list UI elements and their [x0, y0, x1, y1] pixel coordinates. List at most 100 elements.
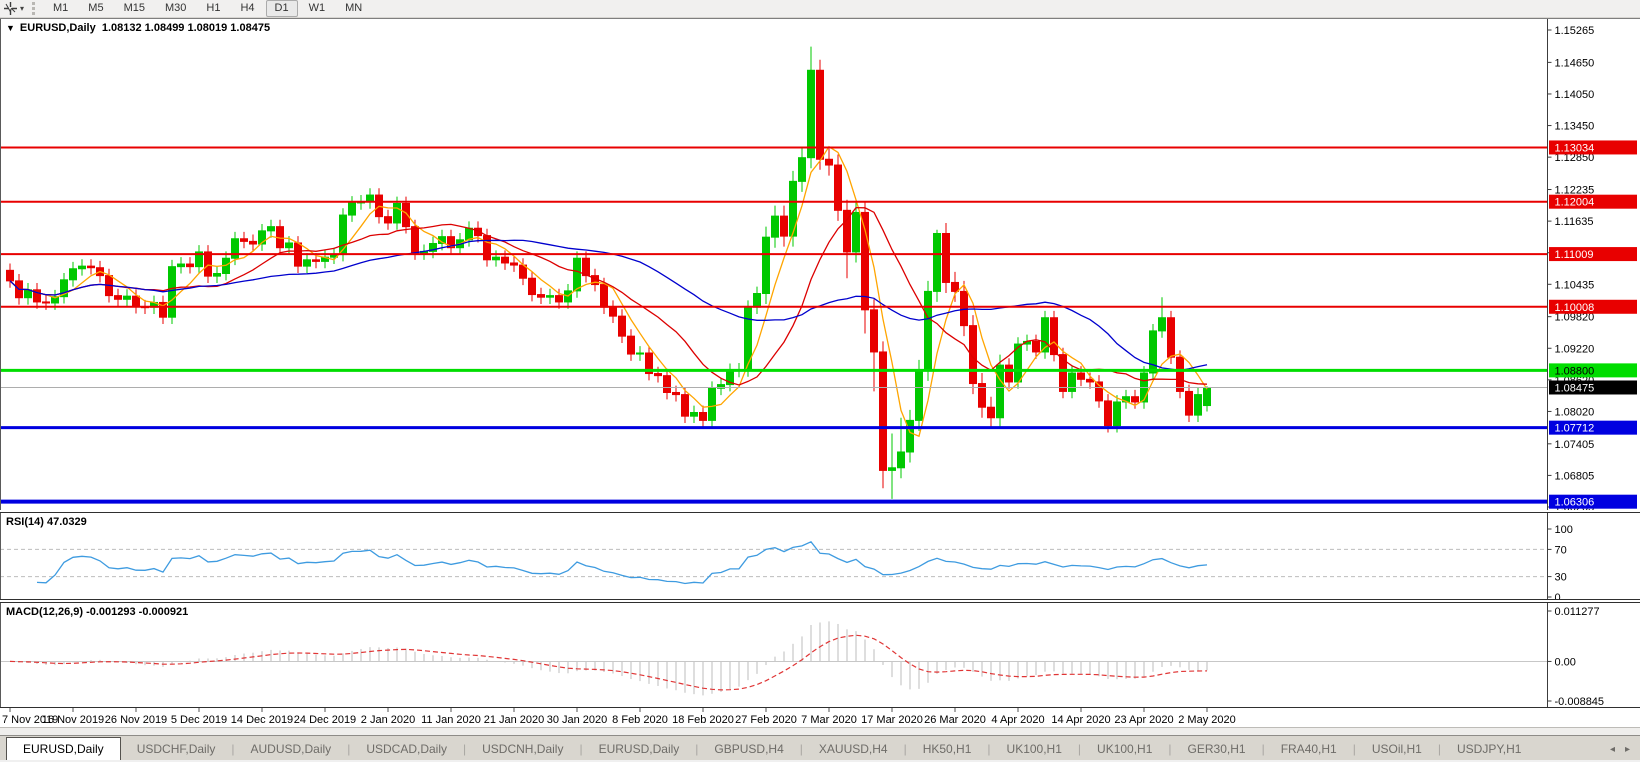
- svg-text:14 Dec 2019: 14 Dec 2019: [231, 714, 293, 726]
- timeframe-button-d1[interactable]: D1: [265, 0, 298, 17]
- svg-text:1.07712: 1.07712: [1555, 423, 1595, 435]
- svg-text:1.09820: 1.09820: [1555, 312, 1595, 324]
- tab-separator: |: [347, 742, 351, 756]
- candlestick-plot[interactable]: 1.15265 1.14650 1.14050 1.13450 1.12850 1.122…: [0, 19, 1640, 510]
- svg-text:1.15265: 1.15265: [1555, 25, 1595, 37]
- svg-text:1.08475: 1.08475: [1555, 382, 1595, 394]
- chart-tab-usdcad-daily[interactable]: USDCAD,Daily: [366, 742, 447, 756]
- chart-tab-eurusd-daily[interactable]: EURUSD,Daily: [6, 737, 121, 760]
- svg-text:1.08020: 1.08020: [1555, 406, 1595, 418]
- chart-tab-fra40-h1[interactable]: FRA40,H1: [1280, 742, 1337, 756]
- macd-indicator-pane[interactable]: MACD(12,26,9) -0.001293 -0.000921 0.0112…: [0, 603, 1640, 707]
- macd-plot: 0.011277 0.00 -0.008845: [0, 603, 1640, 707]
- svg-text:23 Apr 2020: 23 Apr 2020: [1114, 714, 1173, 726]
- svg-text:1.12235: 1.12235: [1555, 185, 1595, 197]
- chart-tab-uk100-h1[interactable]: UK100,H1: [1006, 742, 1062, 756]
- tab-scroll-left-icon[interactable]: ◂: [1609, 744, 1615, 755]
- svg-text:2 Jan 2020: 2 Jan 2020: [361, 714, 415, 726]
- svg-text:17 Mar 2020: 17 Mar 2020: [861, 714, 923, 726]
- chart-tab-audusd-daily[interactable]: AUDUSD,Daily: [250, 742, 332, 756]
- chart-tab-gbpusd-h4[interactable]: GBPUSD,H4: [714, 742, 784, 756]
- svg-text:1.06306: 1.06306: [1555, 497, 1595, 509]
- tab-separator: |: [231, 742, 235, 756]
- macd-signal-line: [9, 634, 1208, 691]
- svg-text:0: 0: [1555, 592, 1561, 599]
- crosshair-tool-icon[interactable]: [2, 2, 18, 16]
- level-price-badges: 1.13034 1.12004 1.11009 1.10008 1.08800 1.077…: [1549, 140, 1637, 509]
- macd-label: MACD(12,26,9) -0.001293 -0.000921: [6, 606, 189, 618]
- svg-text:1.09220: 1.09220: [1555, 343, 1595, 355]
- chart-tab-usdchf-daily[interactable]: USDCHF,Daily: [136, 742, 216, 756]
- svg-text:1.08800: 1.08800: [1555, 365, 1595, 377]
- rsi-label: RSI(14) 47.0329: [6, 516, 87, 528]
- chart-tab-bar: EURUSD,Daily USDCHF,Daily | AUDUSD,Daily | US…: [0, 735, 1640, 760]
- svg-text:1.10435: 1.10435: [1555, 279, 1595, 291]
- svg-text:2 May 2020: 2 May 2020: [1178, 714, 1235, 726]
- svg-text:30: 30: [1555, 572, 1567, 584]
- pane-splitter[interactable]: [0, 599, 1640, 603]
- tab-separator: |: [903, 742, 907, 756]
- svg-text:1.14650: 1.14650: [1555, 57, 1595, 69]
- tab-separator: |: [695, 742, 699, 756]
- svg-text:24 Dec 2019: 24 Dec 2019: [294, 714, 356, 726]
- tab-separator: |: [799, 742, 803, 756]
- tab-separator: |: [1168, 742, 1172, 756]
- chart-tab-eurusd-daily[interactable]: EURUSD,Daily: [598, 742, 680, 756]
- tab-separator: |: [987, 742, 991, 756]
- svg-text:7 Nov 2019: 7 Nov 2019: [2, 714, 58, 726]
- chart-tab-usdjpy-h1[interactable]: USDJPY,H1: [1456, 742, 1522, 756]
- chart-tab-usoil-h1[interactable]: USOil,H1: [1371, 742, 1422, 756]
- chart-dropdown-icon[interactable]: ▼: [6, 23, 15, 33]
- svg-text:26 Nov 2019: 26 Nov 2019: [105, 714, 167, 726]
- toolbar-grip: [32, 2, 37, 15]
- tab-separator: |: [1437, 742, 1441, 756]
- horizontal-level-lines[interactable]: [0, 146, 1548, 504]
- timeframe-button-m1[interactable]: M1: [53, 2, 69, 14]
- timeframe-button-w1[interactable]: W1: [308, 2, 326, 14]
- svg-text:4 Apr 2020: 4 Apr 2020: [991, 714, 1044, 726]
- price-chart-pane[interactable]: ▼ EURUSD,Daily 1.08132 1.08499 1.08019 1.…: [0, 18, 1640, 510]
- svg-text:1.13034: 1.13034: [1555, 142, 1595, 154]
- rsi-indicator-pane[interactable]: RSI(14) 47.0329 100 70 30 0: [0, 513, 1640, 599]
- svg-text:1.14050: 1.14050: [1555, 89, 1595, 101]
- candles: [6, 46, 1211, 499]
- timeframe-toolbar: ▾ M1 M5 M15 M30 H1 H4 D1 W1 MN: [0, 0, 1640, 18]
- timeframe-button-h4[interactable]: H4: [240, 2, 255, 14]
- chart-tab-usdcnh-daily[interactable]: USDCNH,Daily: [482, 742, 564, 756]
- svg-text:11 Jan 2020: 11 Jan 2020: [421, 714, 481, 726]
- tab-separator: |: [579, 742, 583, 756]
- svg-text:100: 100: [1555, 524, 1573, 536]
- timeframe-button-h1[interactable]: H1: [206, 2, 221, 14]
- svg-text:16 Nov 2019: 16 Nov 2019: [42, 714, 104, 726]
- timeframe-button-mn[interactable]: MN: [345, 2, 363, 14]
- svg-text:27 Feb 2020: 27 Feb 2020: [735, 714, 797, 726]
- toolbar-dropdown-icon[interactable]: ▾: [20, 4, 25, 13]
- svg-text:30 Jan 2020: 30 Jan 2020: [547, 714, 608, 726]
- chart-tab-uk100-h1[interactable]: UK100,H1: [1097, 742, 1153, 756]
- tab-separator: |: [463, 742, 467, 756]
- timeframe-button-m5[interactable]: M5: [88, 2, 104, 14]
- svg-text:1.07405: 1.07405: [1555, 439, 1595, 451]
- tab-separator: |: [1077, 742, 1082, 756]
- fast-ma-line: [9, 145, 1208, 438]
- timeframe-button-m30[interactable]: M30: [164, 2, 187, 14]
- svg-text:1.12004: 1.12004: [1555, 197, 1595, 209]
- svg-text:0.00: 0.00: [1555, 656, 1576, 668]
- chart-tab-xauusd-h4[interactable]: XAUUSD,H4: [818, 742, 888, 756]
- status-filler: [0, 727, 1640, 735]
- tab-scroll-right-icon[interactable]: ▸: [1624, 744, 1630, 755]
- svg-text:0.011277: 0.011277: [1555, 606, 1600, 618]
- svg-text:1.12850: 1.12850: [1555, 152, 1595, 164]
- chart-tab-ger30-h1[interactable]: GER30,H1: [1187, 742, 1246, 756]
- svg-text:18 Feb 2020: 18 Feb 2020: [672, 714, 734, 726]
- svg-text:26 Mar 2020: 26 Mar 2020: [924, 714, 986, 726]
- svg-text:70: 70: [1555, 544, 1567, 556]
- timeframe-button-m15[interactable]: M15: [123, 2, 145, 14]
- svg-text:8 Feb 2020: 8 Feb 2020: [612, 714, 668, 726]
- chart-tab-hk50-h1[interactable]: HK50,H1: [922, 742, 972, 756]
- tab-separator: |: [1261, 742, 1265, 756]
- svg-text:1.06805: 1.06805: [1555, 470, 1595, 482]
- svg-text:1.11635: 1.11635: [1555, 216, 1594, 228]
- tab-separator: |: [1352, 742, 1356, 756]
- svg-text:7 Mar 2020: 7 Mar 2020: [801, 714, 857, 726]
